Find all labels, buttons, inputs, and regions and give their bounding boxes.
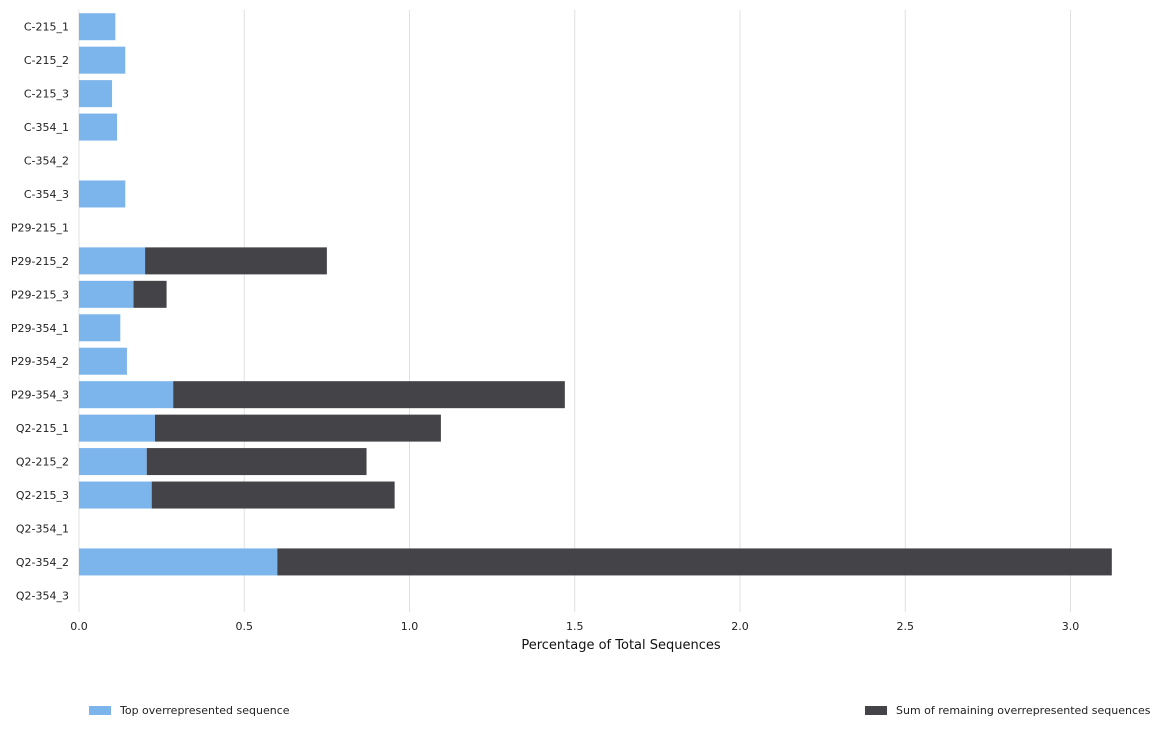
y-tick-label: P29-215_1 (11, 221, 69, 234)
x-axis-label: Percentage of Total Sequences (521, 638, 721, 653)
bar-top-sequence[interactable] (79, 414, 156, 442)
bar-remaining-sequences[interactable] (145, 247, 327, 275)
y-tick-label: C-215_3 (24, 88, 69, 101)
x-tick-label: 1.5 (566, 620, 584, 633)
y-tick-label: P29-354_1 (11, 322, 69, 335)
y-tick-label: Q2-354_1 (16, 522, 69, 535)
y-tick-label: C-215_1 (24, 21, 69, 34)
bar-top-sequence[interactable] (79, 314, 121, 342)
bar-remaining-sequences[interactable] (151, 481, 395, 509)
bar-top-sequence[interactable] (79, 180, 126, 208)
bar-top-sequence[interactable] (79, 448, 147, 476)
bar-top-sequence[interactable] (79, 80, 113, 108)
x-tick-label: 2.0 (731, 620, 749, 633)
bar-remaining-sequences[interactable] (173, 381, 565, 409)
y-tick-labels: C-215_1 C-215_2 C-215_3 C-354_1 C-354_2 C-354… (11, 21, 69, 603)
bar-top-sequence[interactable] (79, 347, 127, 375)
y-tick-label: C-354_1 (24, 121, 69, 134)
x-tick-label: 0.0 (70, 620, 88, 633)
legend-label-remaining-sequences: Sum of remaining overrepresented sequenc… (896, 704, 1151, 717)
y-tick-label: C-215_2 (24, 54, 69, 67)
y-tick-label: Q2-215_1 (16, 422, 69, 435)
bar-remaining-sequences[interactable] (155, 414, 441, 442)
bar-top-sequence[interactable] (79, 13, 116, 41)
y-tick-label: P29-215_3 (11, 288, 69, 301)
y-tick-label: P29-354_2 (11, 355, 69, 368)
x-tick-labels: 0.0 0.5 1.0 1.5 2.0 2.5 3.0 (70, 620, 1079, 633)
bar-top-sequence[interactable] (79, 247, 146, 275)
stacked-bar-chart: C-215_1 C-215_2 C-215_3 C-354_1 C-354_2 C-354… (11, 10, 1112, 653)
legend-swatch-remaining-sequences (865, 706, 887, 715)
bar-remaining-sequences[interactable] (146, 448, 367, 476)
bar-top-sequence[interactable] (79, 280, 134, 308)
y-tick-label: Q2-215_2 (16, 456, 69, 469)
y-tick-label: Q2-354_2 (16, 556, 69, 569)
legend-item-top-sequence[interactable]: Top overrepresented sequence (89, 704, 290, 717)
legend-swatch-top-sequence (89, 706, 111, 715)
x-tick-label: 2.5 (897, 620, 915, 633)
x-tick-label: 3.0 (1062, 620, 1080, 633)
y-tick-label: C-354_3 (24, 188, 69, 201)
y-tick-label: P29-215_2 (11, 255, 69, 268)
y-tick-label: C-354_2 (24, 155, 69, 168)
legend-label-top-sequence: Top overrepresented sequence (120, 704, 290, 717)
bar-top-sequence[interactable] (79, 481, 152, 509)
bars (79, 13, 1112, 576)
gridlines (78, 10, 1071, 613)
bar-remaining-sequences[interactable] (277, 548, 1112, 576)
x-tick-label: 0.5 (236, 620, 254, 633)
bar-top-sequence[interactable] (79, 381, 174, 409)
bar-top-sequence[interactable] (79, 113, 118, 141)
legend-item-remaining-sequences[interactable]: Sum of remaining overrepresented sequenc… (865, 704, 1151, 717)
bar-top-sequence[interactable] (79, 46, 126, 74)
bar-top-sequence[interactable] (79, 548, 278, 576)
bar-remaining-sequences[interactable] (133, 280, 167, 308)
x-tick-label: 1.0 (401, 620, 419, 633)
y-tick-label: Q2-215_3 (16, 489, 69, 502)
y-tick-label: Q2-354_3 (16, 589, 69, 602)
y-tick-label: P29-354_3 (11, 389, 69, 402)
